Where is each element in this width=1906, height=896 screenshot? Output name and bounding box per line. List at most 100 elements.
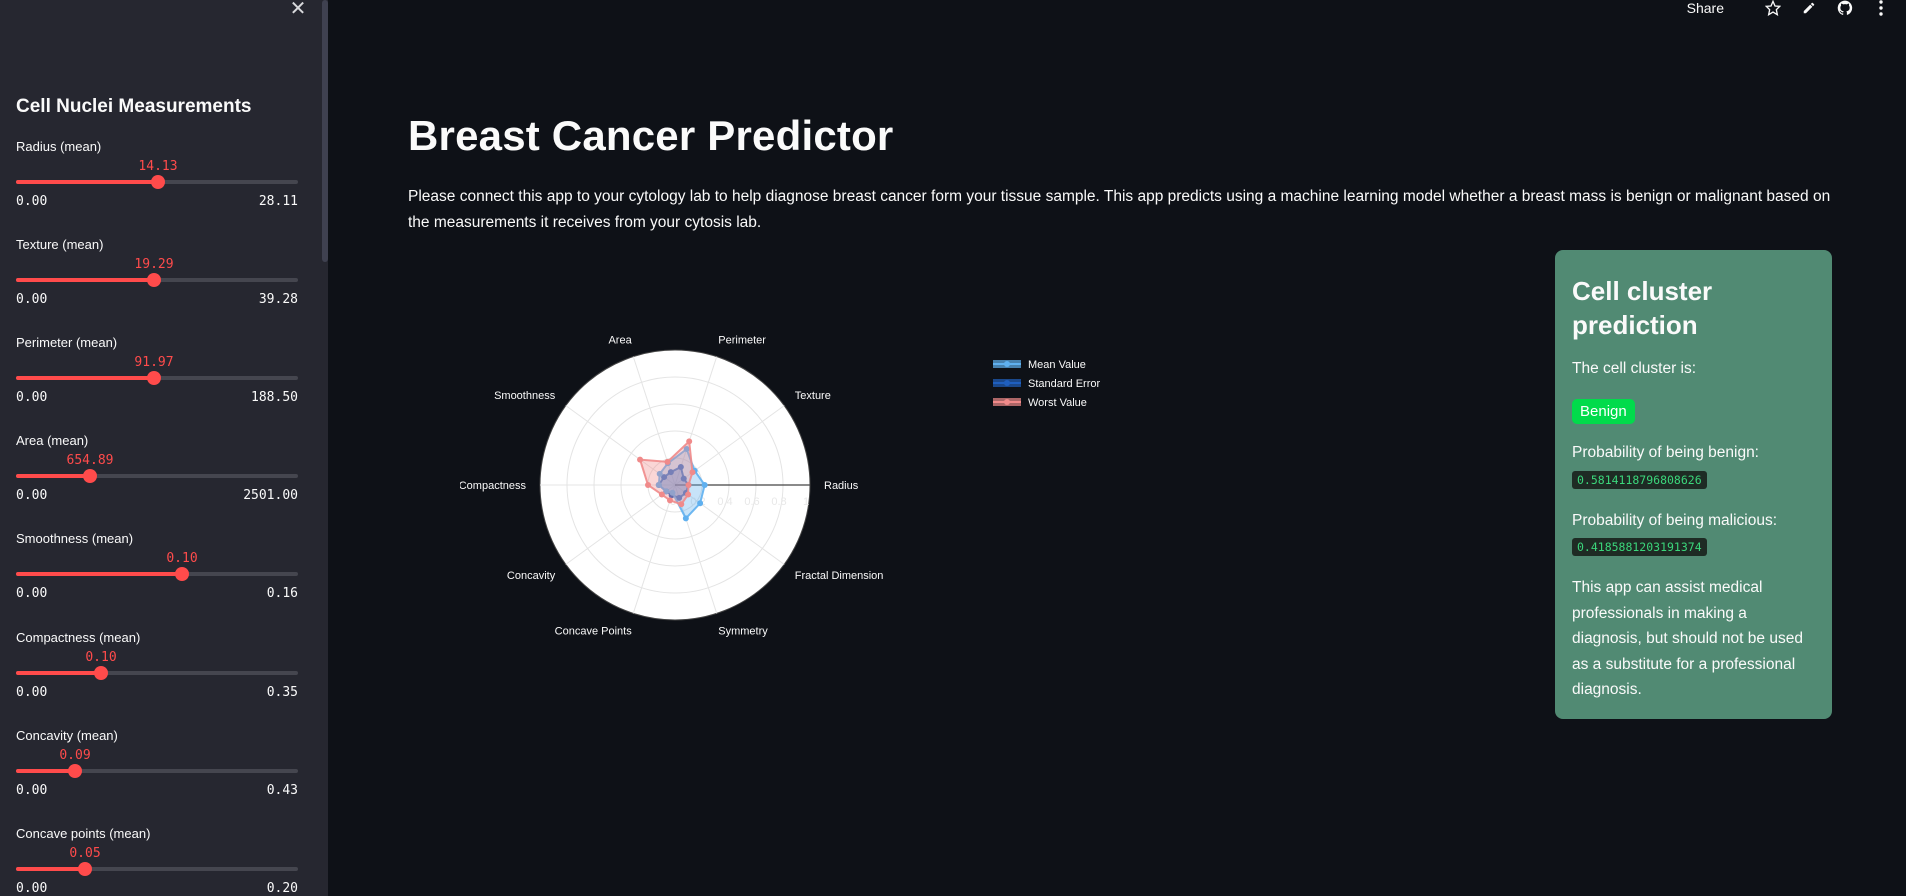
slider-6[interactable]: Concavity (mean) 0.09 0.00 0.43 (16, 728, 298, 818)
slider-label: Concave points (mean) (16, 826, 151, 841)
more-vertical-icon[interactable] (1872, 0, 1890, 16)
prediction-card: Cell cluster prediction The cell cluster… (1555, 250, 1832, 719)
radar-chart: 00.20.40.60.81RadiusTexturePerimeterArea… (459, 320, 1120, 660)
slider-fill (16, 278, 154, 282)
series-point (685, 482, 692, 488)
series-point (664, 458, 671, 465)
axis-category-label: Smoothness (494, 390, 556, 402)
pencil-icon[interactable] (1800, 1, 1818, 15)
axis-category-label: Concave Points (555, 626, 633, 638)
page-title: Breast Cancer Predictor (408, 112, 894, 159)
slider-track[interactable] (16, 764, 298, 778)
legend-marker (1004, 399, 1010, 405)
slider-2[interactable]: Perimeter (mean) 91.97 0.00 188.50 (16, 335, 298, 425)
slider-current-value: 0.05 (69, 846, 101, 861)
slider-track[interactable] (16, 175, 298, 189)
series-point (656, 470, 663, 477)
radar-chart-svg: 00.20.40.60.81RadiusTexturePerimeterArea… (459, 334, 1101, 638)
slider-fill (16, 769, 75, 773)
cluster-label: The cell cluster is: (1572, 360, 1697, 377)
slider-track[interactable] (16, 862, 298, 876)
series-point (689, 469, 696, 476)
polar-spoke (565, 484, 676, 565)
sidebar-scrollbar[interactable] (322, 0, 328, 262)
radial-tick-label: 0.4 (717, 496, 732, 508)
slider-7[interactable]: Concave points (mean) 0.05 0.00 0.20 (16, 826, 298, 896)
series-point (669, 489, 676, 496)
slider-max: 0.35 (266, 685, 298, 700)
slider-fill (16, 474, 90, 478)
radial-tick-label: 0.6 (744, 496, 759, 508)
slider-thumb[interactable] (175, 567, 189, 581)
series-point (701, 482, 708, 488)
slider-thumb[interactable] (78, 862, 92, 876)
legend-entry: Worst Value (1028, 397, 1087, 409)
slider-min: 0.00 (16, 292, 48, 307)
slider-min: 0.00 (16, 586, 48, 601)
slider-thumb[interactable] (151, 175, 165, 189)
series-point (666, 497, 673, 504)
slider-thumb[interactable] (147, 273, 161, 287)
series-point (685, 491, 692, 498)
slider-max: 2501.00 (243, 488, 298, 503)
header-toolbar: Share (1687, 0, 1890, 16)
slider-fill (16, 376, 154, 380)
axis-category-label: Texture (795, 390, 831, 402)
malicious-probability-value: 0.4185881203191374 (1572, 538, 1707, 556)
slider-thumb[interactable] (94, 666, 108, 680)
slider-4[interactable]: Smoothness (mean) 0.10 0.00 0.16 (16, 531, 298, 621)
slider-thumb[interactable] (68, 764, 82, 778)
slider-label: Concavity (mean) (16, 728, 118, 743)
radial-tick-label: 1 (803, 496, 809, 508)
share-button[interactable]: Share (1686, 0, 1724, 16)
slider-min: 0.00 (16, 390, 48, 405)
slider-max: 188.50 (251, 390, 298, 405)
star-icon[interactable] (1764, 0, 1782, 16)
slider-thumb[interactable] (83, 469, 97, 483)
series-point (680, 475, 687, 482)
disclaimer-note: This app can assist medical professional… (1572, 579, 1803, 698)
series-point (655, 482, 662, 488)
legend-marker (1004, 361, 1010, 367)
slider-fill (16, 180, 158, 184)
sidebar-title: Cell Nuclei Measurements (16, 96, 252, 117)
series-point (645, 482, 651, 488)
slider-fill (16, 867, 85, 871)
app-description: Please connect this app to your cytology… (408, 188, 1831, 231)
slider-track[interactable] (16, 273, 298, 287)
slider-1[interactable]: Texture (mean) 19.29 0.00 39.28 (16, 237, 298, 327)
slider-current-value: 14.13 (138, 159, 178, 174)
slider-0[interactable]: Radius (mean) 14.13 0.00 28.11 (16, 139, 298, 229)
slider-thumb[interactable] (147, 371, 161, 385)
github-icon[interactable] (1836, 0, 1854, 15)
slider-fill (16, 572, 182, 576)
series-point (676, 494, 683, 501)
slider-fill (16, 671, 101, 675)
legend-entry: Standard Error (1028, 378, 1100, 390)
slider-track[interactable] (16, 371, 298, 385)
slider-min: 0.00 (16, 488, 48, 503)
slider-5[interactable]: Compactness (mean) 0.10 0.00 0.35 (16, 630, 298, 720)
series-point (663, 488, 670, 495)
slider-track[interactable] (16, 666, 298, 680)
slider-current-value: 0.10 (85, 650, 117, 665)
slider-min: 0.00 (16, 881, 48, 896)
slider-label: Compactness (mean) (16, 630, 141, 645)
malicious-probability-label: Probability of being malicious: (1572, 512, 1778, 529)
close-sidebar-icon[interactable]: ✕ (289, 0, 307, 20)
series-point (661, 474, 668, 481)
slider-track[interactable] (16, 567, 298, 581)
slider-current-value: 0.10 (166, 551, 198, 566)
slider-min: 0.00 (16, 783, 48, 798)
slider-track[interactable] (16, 469, 298, 483)
polar-spoke (632, 484, 676, 614)
series-point (683, 446, 690, 453)
axis-category-label: Area (608, 334, 632, 346)
slider-3[interactable]: Area (mean) 654.89 0.00 2501.00 (16, 433, 298, 523)
legend-marker (1004, 380, 1010, 386)
benign-probability-value: 0.5814118796808626 (1572, 471, 1707, 489)
slider-label: Perimeter (mean) (16, 335, 118, 350)
sidebar: ✕ Cell Nuclei Measurements Radius (mean)… (0, 0, 328, 896)
axis-category-label: Concavity (507, 570, 556, 582)
slider-max: 0.20 (266, 881, 298, 896)
